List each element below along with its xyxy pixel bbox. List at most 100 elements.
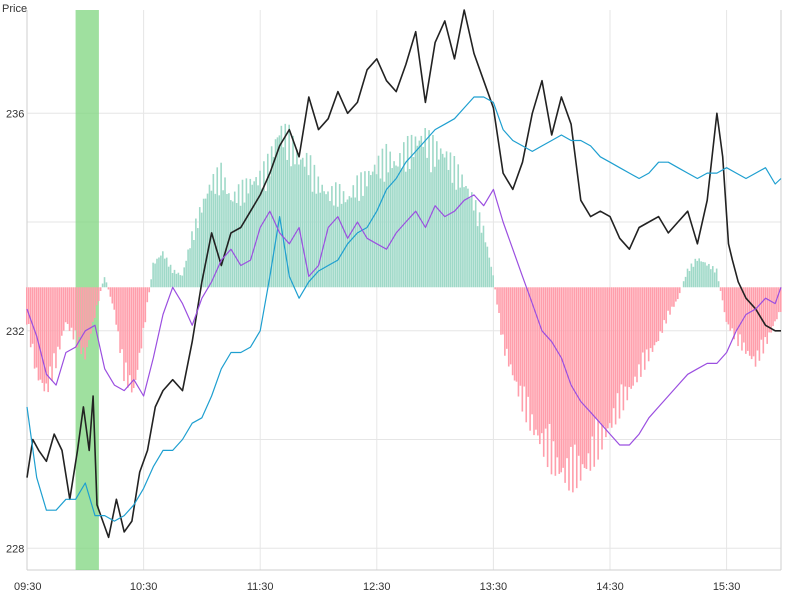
histogram-bar <box>548 287 551 424</box>
histogram-bar <box>603 287 605 427</box>
histogram-bar <box>369 175 372 288</box>
histogram-bar <box>560 287 563 473</box>
histogram-bar <box>115 287 117 325</box>
histogram-bar <box>154 263 156 288</box>
histogram-bar <box>729 287 732 331</box>
histogram-bar <box>457 164 460 288</box>
histogram-bar <box>593 287 596 467</box>
histogram-bar <box>401 168 403 288</box>
histogram-bar <box>640 287 642 377</box>
histogram-bar <box>476 226 479 288</box>
series-line-average <box>26 96 782 522</box>
histogram-bar <box>206 193 209 288</box>
histogram-bar <box>329 201 331 288</box>
histogram-bar <box>469 198 471 288</box>
histogram-bar <box>123 287 125 382</box>
histogram-bar <box>540 287 543 434</box>
histogram-bar <box>179 275 182 288</box>
histogram-bar <box>37 287 40 381</box>
histogram-bar <box>80 287 83 355</box>
histogram-bar <box>191 231 193 288</box>
histogram-bar <box>319 192 322 288</box>
histogram-bar <box>132 287 135 389</box>
histogram-bar <box>505 287 508 349</box>
histogram-bar <box>59 287 61 350</box>
histogram-bar <box>350 197 353 288</box>
histogram-bar <box>165 257 168 288</box>
histogram-bar <box>492 275 494 288</box>
histogram-bar <box>251 184 254 288</box>
histogram-bar <box>169 264 172 288</box>
histogram-bar <box>230 200 232 288</box>
histogram-bar <box>64 287 67 323</box>
histogram-bar <box>579 287 582 481</box>
histogram-bar <box>451 182 454 288</box>
histogram-bar <box>393 161 395 288</box>
histogram-bar <box>292 135 294 288</box>
histogram-bar <box>280 125 283 288</box>
histogram-bar <box>66 287 69 324</box>
histogram-bar <box>651 287 654 352</box>
histogram-bar <box>719 287 722 291</box>
histogram-bar <box>455 189 458 288</box>
histogram-bar <box>418 140 421 288</box>
histogram-bar <box>103 277 106 288</box>
histogram-bar <box>698 258 700 288</box>
histogram-bar <box>82 287 84 348</box>
histogram-bar <box>138 287 141 353</box>
histogram-bar <box>659 287 662 332</box>
histogram-bar <box>441 153 444 288</box>
histogram-bar <box>533 287 535 436</box>
histogram-bar <box>706 265 708 288</box>
x-tick-label: 13:30 <box>480 581 508 593</box>
histogram-bar <box>62 287 65 331</box>
histogram-bar <box>377 155 380 288</box>
histogram-bar <box>226 193 228 288</box>
histogram-bar <box>677 287 679 300</box>
histogram-bar <box>733 287 735 340</box>
histogram-bar <box>739 287 741 335</box>
histogram-bar <box>296 149 298 288</box>
histogram-bar <box>704 262 706 288</box>
histogram-bar <box>156 258 158 288</box>
histogram-bar <box>403 142 405 288</box>
histogram-bar <box>109 287 112 297</box>
histogram-bar <box>185 260 187 288</box>
histogram-bar <box>717 281 720 288</box>
histogram-bar <box>160 255 162 288</box>
histogram-bar <box>700 261 702 288</box>
histogram-bar <box>235 202 238 288</box>
histogram-bar <box>45 287 48 384</box>
histogram-bar <box>379 178 382 288</box>
histogram-bar <box>336 206 339 288</box>
histogram-bar <box>327 191 329 288</box>
histogram-bar <box>750 287 753 360</box>
histogram-bar <box>500 287 502 335</box>
histogram-bar <box>459 187 461 288</box>
histogram-bar <box>70 287 73 328</box>
histogram-bar <box>556 287 559 458</box>
histogram-bar <box>163 258 166 288</box>
histogram <box>26 123 782 493</box>
histogram-bar <box>768 287 770 333</box>
histogram-bar <box>127 287 129 388</box>
histogram-bar <box>239 205 242 288</box>
histogram-bar <box>577 287 580 456</box>
histogram-bar <box>97 287 100 302</box>
histogram-bar <box>515 287 518 382</box>
histogram-bar <box>368 170 370 288</box>
histogram-bar <box>88 287 90 341</box>
histogram-bar <box>517 287 520 397</box>
histogram-bar <box>482 225 485 288</box>
histogram-bar <box>43 287 46 392</box>
histogram-bar <box>434 166 436 288</box>
histogram-bar <box>558 287 561 474</box>
histogram-bar <box>175 273 178 288</box>
histogram-bar <box>208 184 211 288</box>
histogram-bar <box>408 169 411 288</box>
histogram-bar <box>531 287 533 415</box>
histogram-bar <box>661 287 664 333</box>
histogram-bar <box>198 207 201 288</box>
histogram-bar <box>772 287 774 327</box>
histogram-bar <box>200 212 203 288</box>
